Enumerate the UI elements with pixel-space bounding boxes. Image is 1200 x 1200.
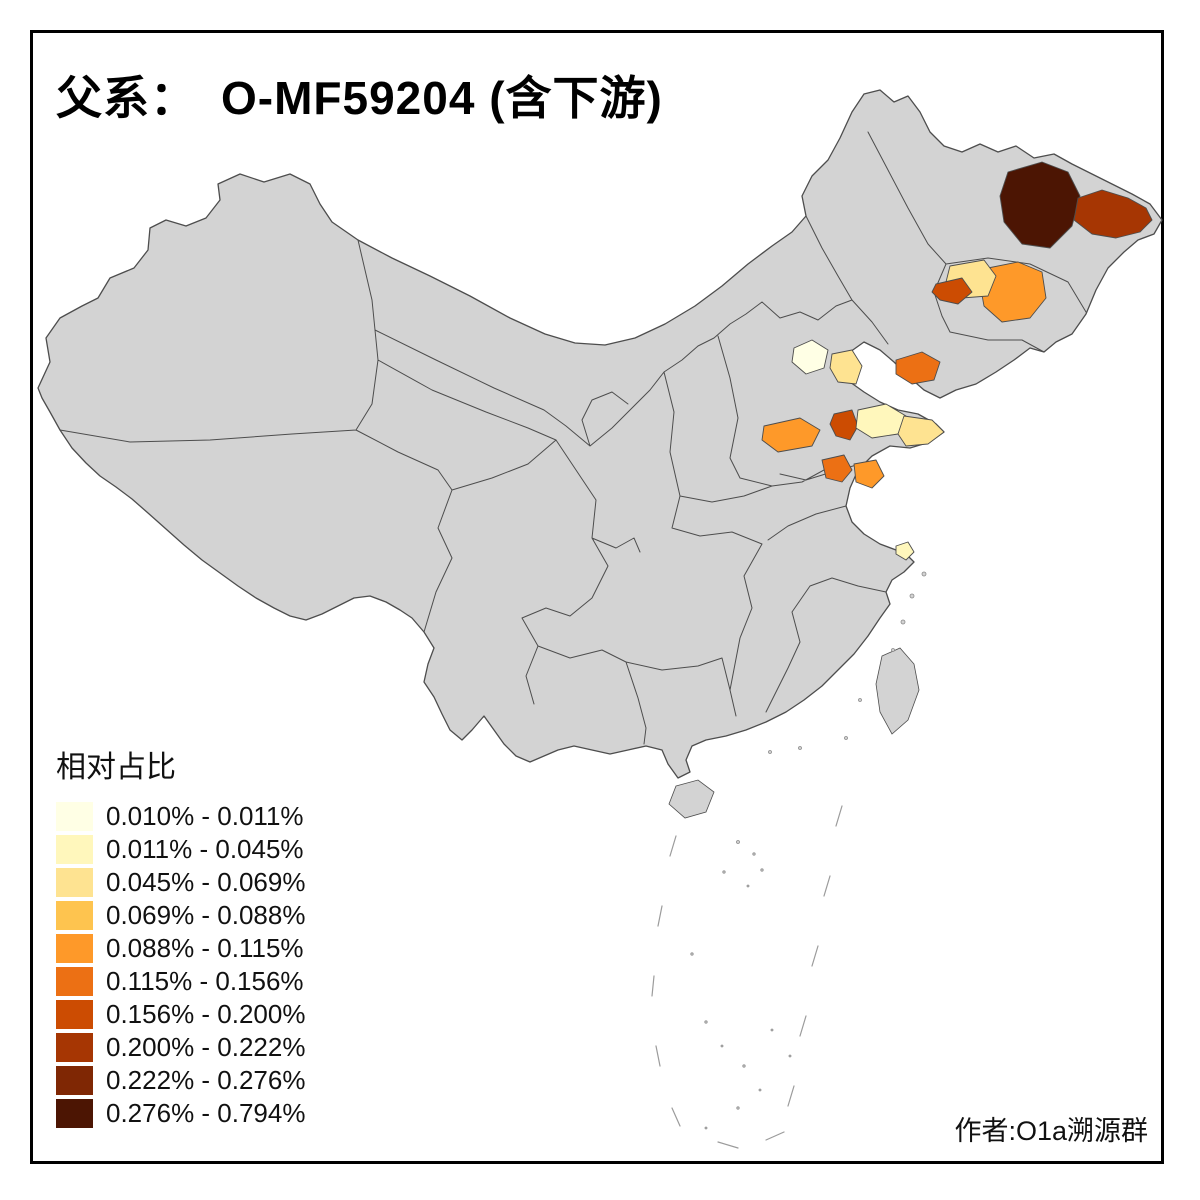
region-shandong-east — [897, 415, 945, 447]
region-shandong-south — [853, 459, 885, 489]
legend-range-label: 0.045% - 0.069% — [106, 867, 306, 897]
legend-range-label: 0.088% - 0.115% — [106, 933, 304, 963]
figure-title: 父系： O-MF59204 (含下游) — [56, 62, 663, 128]
nine-dash-line — [651, 805, 843, 1149]
legend-entry: 0.200% - 0.222% — [56, 1031, 305, 1064]
legend-title: 相对占比 — [56, 751, 176, 784]
legend-entry: 0.276% - 0.794% — [56, 1097, 305, 1130]
legend-swatch — [56, 868, 93, 897]
legend-swatch — [56, 1099, 93, 1128]
taiwan-island — [875, 647, 920, 735]
figure-frame — [30, 30, 1164, 1164]
legend-range-label: 0.115% - 0.156% — [106, 966, 304, 996]
legend-entry: 0.088% - 0.115% — [56, 932, 305, 965]
legend-swatch — [56, 934, 93, 963]
legend-range-label: 0.011% - 0.045% — [106, 834, 304, 864]
legend-range-label: 0.276% - 0.794% — [106, 1098, 306, 1128]
title-prefix: 父系： — [56, 73, 197, 124]
legend-entry: 0.011% - 0.045% — [56, 833, 305, 866]
region-shanghai-area — [895, 541, 915, 561]
legend-range-label: 0.069% - 0.088% — [106, 900, 306, 930]
legend-entry: 0.115% - 0.156% — [56, 965, 305, 998]
legend-swatch — [56, 835, 93, 864]
legend-entry: 0.069% - 0.088% — [56, 899, 305, 932]
legend-entry: 0.156% - 0.200% — [56, 998, 305, 1031]
legend-entry: 0.222% - 0.276% — [56, 1064, 305, 1097]
legend: 相对占比 0.010% - 0.011% 0.011% - 0.045% 0.045… — [56, 742, 305, 1130]
legend-range-label: 0.222% - 0.276% — [106, 1065, 306, 1095]
attribution: 作者:O1a溯源群 — [954, 1116, 1148, 1146]
region-jilin-southwest — [931, 277, 973, 305]
hainan-island — [668, 779, 715, 819]
region-beijing-area — [791, 339, 829, 375]
small-islands — [690, 571, 927, 1130]
legend-swatch — [56, 1033, 93, 1062]
legend-entry: 0.045% - 0.069% — [56, 866, 305, 899]
region-tianjin-area — [829, 349, 863, 385]
legend-swatch — [56, 967, 93, 996]
region-liaoning-south — [895, 351, 941, 385]
province-borders — [59, 131, 1087, 745]
region-shandong-west — [829, 409, 859, 441]
legend-range-label: 0.156% - 0.200% — [106, 999, 306, 1029]
china-mainland-shape — [37, 89, 1163, 779]
legend-entry: 0.010% - 0.011% — [56, 800, 305, 833]
legend-entries: 0.010% - 0.011% 0.011% - 0.045% 0.045% - 0… — [56, 800, 305, 1130]
legend-swatch — [56, 802, 93, 831]
region-hebei-south — [761, 417, 821, 453]
region-heilongjiang-east — [1073, 189, 1153, 239]
highlighted-regions — [761, 161, 1153, 561]
region-shandong-southwest — [821, 454, 853, 483]
legend-range-label: 0.010% - 0.011% — [106, 801, 304, 831]
region-heilongjiang-central — [999, 161, 1081, 249]
title-main: O-MF59204 (含下游) — [221, 72, 663, 124]
legend-swatch — [56, 1066, 93, 1095]
legend-range-label: 0.200% - 0.222% — [106, 1032, 306, 1062]
legend-swatch — [56, 1000, 93, 1029]
legend-swatch — [56, 901, 93, 930]
